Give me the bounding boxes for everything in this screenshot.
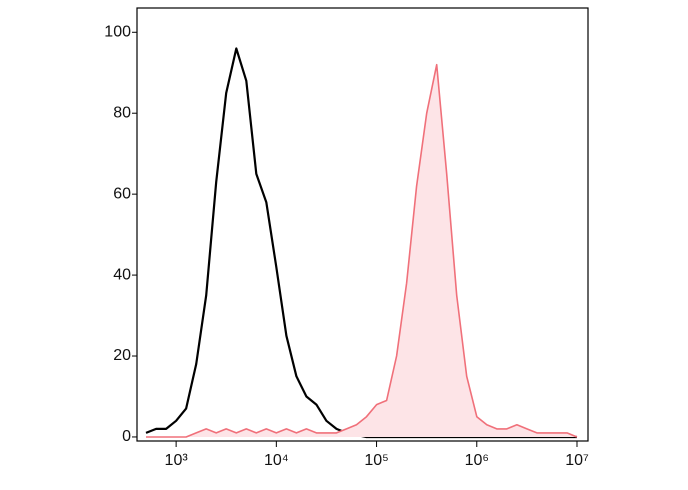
plot-frame <box>136 7 589 442</box>
y-tick-label: 80 <box>113 104 131 121</box>
y-tick-label: 100 <box>104 23 131 40</box>
x-tick-label: 10⁶ <box>465 452 489 469</box>
y-tick-label: 40 <box>113 266 131 283</box>
y-tick-label: 60 <box>113 185 131 202</box>
x-tick-label: 10⁵ <box>364 452 388 469</box>
x-tick-label: 10⁷ <box>565 452 589 469</box>
x-tick-label: 10³ <box>165 452 189 469</box>
x-tick-label: 10⁴ <box>264 452 289 469</box>
line <box>146 63 578 438</box>
y-tick-label: 0 <box>122 428 131 445</box>
y-tick-label: 20 <box>113 347 131 364</box>
